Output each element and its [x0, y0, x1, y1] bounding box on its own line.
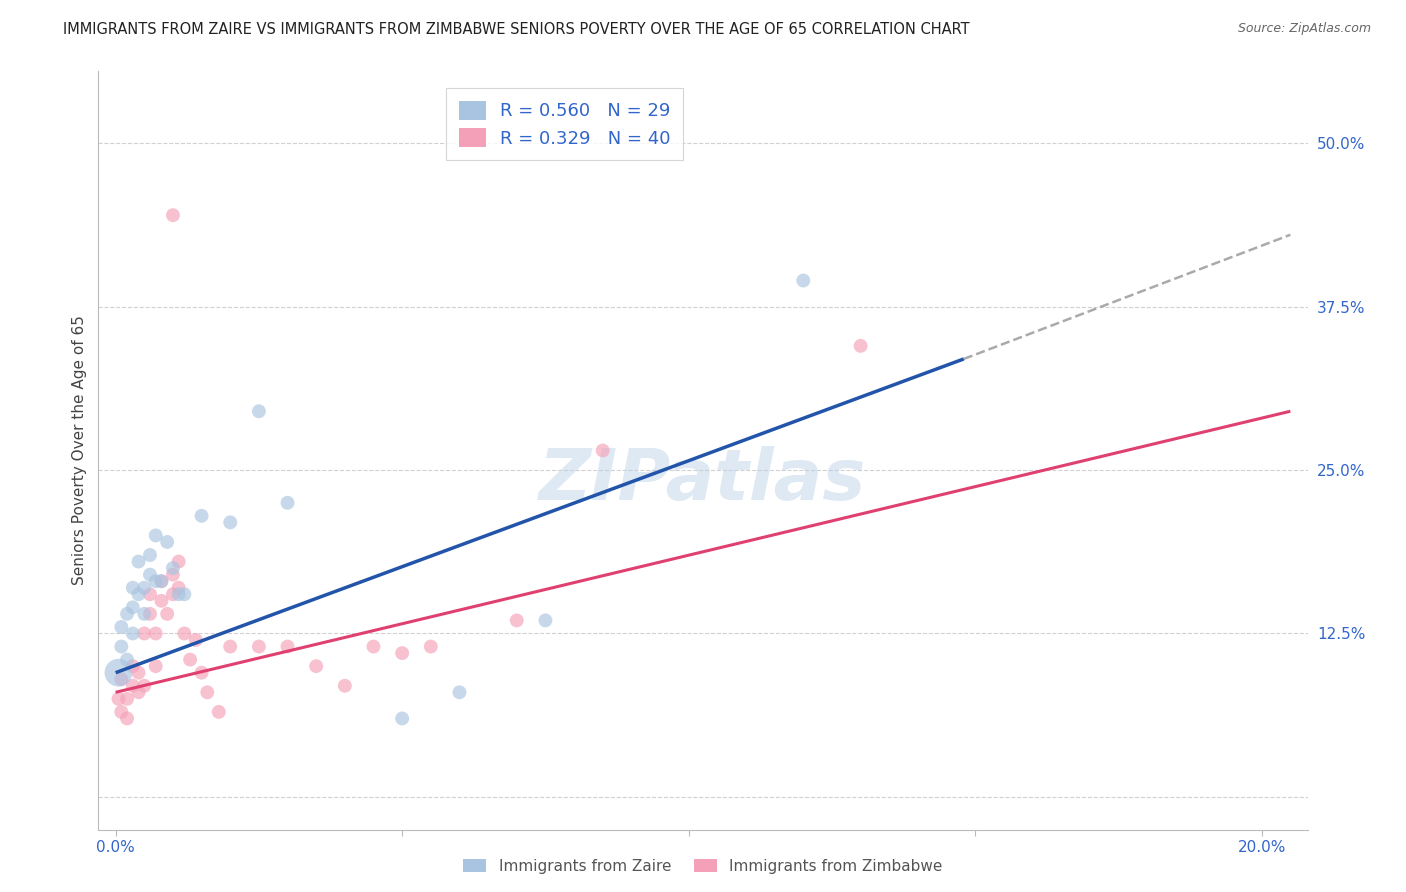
Point	[115, 691, 138, 706]
Point	[156, 535, 179, 549]
Point	[145, 659, 167, 673]
Point	[173, 587, 195, 601]
Point	[110, 705, 132, 719]
Point	[150, 574, 173, 589]
Point	[150, 594, 173, 608]
Point	[449, 685, 471, 699]
Text: Source: ZipAtlas.com: Source: ZipAtlas.com	[1237, 22, 1371, 36]
Point	[247, 640, 270, 654]
Point	[162, 561, 184, 575]
Point	[115, 711, 138, 725]
Point	[190, 508, 212, 523]
Point	[190, 665, 212, 680]
Point	[134, 607, 156, 621]
Point	[128, 685, 150, 699]
Point	[167, 581, 190, 595]
Point	[167, 587, 190, 601]
Point	[139, 548, 162, 562]
Point	[134, 581, 156, 595]
Point	[391, 711, 413, 725]
Point	[534, 614, 557, 628]
Point	[115, 607, 138, 621]
Point	[247, 404, 270, 418]
Point	[219, 640, 242, 654]
Legend: R = 0.560   N = 29, R = 0.329   N = 40: R = 0.560 N = 29, R = 0.329 N = 40	[446, 88, 683, 161]
Point	[162, 587, 184, 601]
Point	[134, 679, 156, 693]
Point	[121, 659, 143, 673]
Point	[121, 679, 143, 693]
Point	[162, 567, 184, 582]
Point	[121, 581, 143, 595]
Legend: Immigrants from Zaire, Immigrants from Zimbabwe: Immigrants from Zaire, Immigrants from Z…	[457, 853, 949, 880]
Text: IMMIGRANTS FROM ZAIRE VS IMMIGRANTS FROM ZIMBABWE SENIORS POVERTY OVER THE AGE O: IMMIGRANTS FROM ZAIRE VS IMMIGRANTS FROM…	[63, 22, 970, 37]
Point	[506, 614, 529, 628]
Point	[139, 607, 162, 621]
Point	[419, 640, 441, 654]
Point	[208, 705, 231, 719]
Point	[305, 659, 328, 673]
Point	[195, 685, 218, 699]
Point	[139, 587, 162, 601]
Point	[107, 665, 129, 680]
Point	[128, 555, 150, 569]
Point	[173, 626, 195, 640]
Point	[277, 496, 299, 510]
Point	[167, 555, 190, 569]
Point	[156, 607, 179, 621]
Point	[792, 273, 814, 287]
Point	[150, 574, 173, 589]
Point	[134, 626, 156, 640]
Point	[184, 633, 207, 648]
Point	[849, 339, 872, 353]
Point	[145, 574, 167, 589]
Point	[115, 652, 138, 666]
Point	[128, 587, 150, 601]
Point	[592, 443, 614, 458]
Point	[219, 516, 242, 530]
Text: ZIPatlas: ZIPatlas	[540, 446, 866, 516]
Point	[391, 646, 413, 660]
Point	[333, 679, 356, 693]
Point	[107, 691, 129, 706]
Point	[110, 640, 132, 654]
Point	[121, 626, 143, 640]
Point	[128, 665, 150, 680]
Point	[145, 528, 167, 542]
Y-axis label: Seniors Poverty Over the Age of 65: Seniors Poverty Over the Age of 65	[72, 316, 87, 585]
Point	[363, 640, 385, 654]
Point	[277, 640, 299, 654]
Point	[110, 620, 132, 634]
Point	[179, 652, 201, 666]
Point	[162, 208, 184, 222]
Point	[110, 672, 132, 686]
Point	[121, 600, 143, 615]
Point	[139, 567, 162, 582]
Point	[145, 626, 167, 640]
